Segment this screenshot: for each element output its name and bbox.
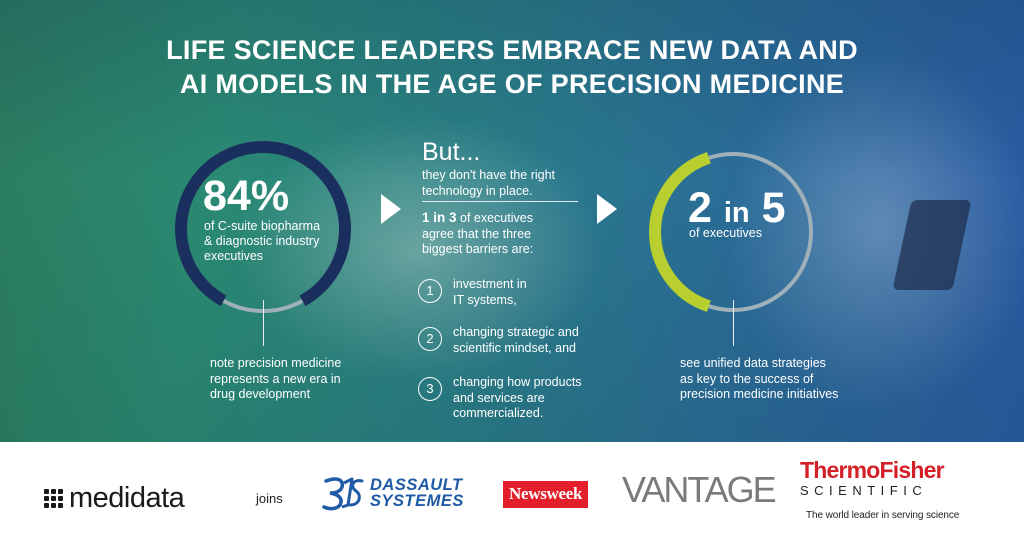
stat-2-in-5-a: 2: [688, 184, 712, 232]
one-in-three-rest: of executives: [456, 211, 533, 225]
scientific-wordmark: SCIENTIFIC: [800, 483, 928, 498]
medidata-logo: medidata: [44, 482, 185, 515]
dassault-line2: SYSTEMES: [370, 492, 464, 510]
right-connector-line: [733, 300, 734, 346]
one-in-three-line2: agree that the three: [422, 226, 532, 241]
barrier-2-line2: scientific mindset, and: [453, 340, 576, 355]
newsweek-logo: Newsweek: [503, 481, 589, 508]
barrier-3-text: changing how products and services are c…: [453, 375, 613, 422]
but-subtext: they don't have the right technology in …: [422, 168, 602, 199]
barrier-3-line1: changing how products: [453, 375, 582, 389]
stat-2-in-5-in: in: [723, 197, 750, 229]
middle-intro: But... they don't have the right technol…: [422, 138, 602, 199]
medidata-dots-icon: [44, 489, 63, 508]
stat-84-desc-line1: of C-suite biopharma: [204, 219, 321, 233]
stat-84-description: of C-suite biopharma & diagnostic indust…: [204, 219, 344, 264]
stat-84-percent: 84%: [203, 172, 290, 220]
barrier-1-line2: IT systems,: [453, 292, 517, 307]
one-in-three-bold: 1 in 3: [422, 210, 457, 225]
barrier-2-text: changing strategic and scientific mindse…: [453, 325, 613, 356]
title-line-1: LIFE SCIENCE LEADERS EMBRACE NEW DATA AN…: [166, 35, 858, 65]
one-in-three-line3: biggest barriers are:: [422, 242, 534, 256]
arrow-right-icon: [381, 194, 401, 224]
but-subtext-line2: technology in place.: [422, 183, 533, 198]
medidata-wordmark: medidata: [69, 482, 185, 514]
hero-banner: [0, 0, 1024, 442]
title-line-2: AI MODELS IN THE AGE OF PRECISION MEDICI…: [179, 69, 845, 99]
one-in-three-stat: 1 in 3 of executives agree that the thre…: [422, 210, 602, 258]
page-title: LIFE SCIENCE LEADERS EMBRACE NEW DATA AN…: [0, 33, 1024, 101]
dassault-systemes-logo: DASSAULT SYSTEMES: [322, 475, 464, 511]
background-photo-shape: [892, 200, 972, 290]
left-connector-line: [263, 300, 264, 346]
stat-2-in-5: 2 in 5: [688, 184, 786, 233]
right-ring-arc: [649, 152, 711, 312]
barrier-2-line1: changing strategic and: [453, 325, 579, 339]
right-ring-track: [708, 152, 814, 312]
dassault-line1: DASSAULT: [370, 476, 463, 494]
thermo-fisher-tagline: The world leader in serving science: [806, 510, 960, 521]
left-note: note precision medicine represents a new…: [210, 356, 342, 401]
but-subtext-line1: they don't have the right: [422, 168, 556, 182]
3ds-icon: [322, 477, 364, 511]
thermo-fisher-logo: ThermoFisher SCIENTIFIC: [800, 458, 980, 498]
joins-text: joins: [256, 491, 283, 506]
right-ring-chart: [649, 152, 814, 312]
thermo-fisher-wordmark: ThermoFisher: [800, 457, 945, 483]
vantage-wordmark: VANTAGE: [622, 469, 777, 510]
but-heading: But...: [422, 138, 481, 166]
barrier-3-line2: and services are: [453, 390, 545, 405]
barrier-1-line1: investment in: [453, 277, 527, 291]
middle-divider: [422, 201, 578, 202]
dassault-wordmark: DASSAULT SYSTEMES: [370, 476, 464, 510]
barrier-3-line3: commercialized.: [453, 406, 544, 420]
number-1-icon: 1: [418, 279, 442, 303]
stat-2-in-5-description: of executives: [689, 226, 762, 240]
right-note: see unified data strategies as key to th…: [680, 356, 839, 401]
stat-2-in-5-b: 5: [761, 184, 786, 232]
arrow-right-icon: [597, 194, 617, 224]
barrier-1-text: investment in IT systems,: [453, 277, 613, 308]
number-2-icon: 2: [418, 327, 442, 351]
left-ring-arc: [175, 141, 351, 307]
stat-84-desc-line3: executives: [204, 249, 264, 263]
number-3-icon: 3: [418, 377, 442, 401]
stat-84-desc-line2: & diagnostic industry: [204, 234, 320, 248]
